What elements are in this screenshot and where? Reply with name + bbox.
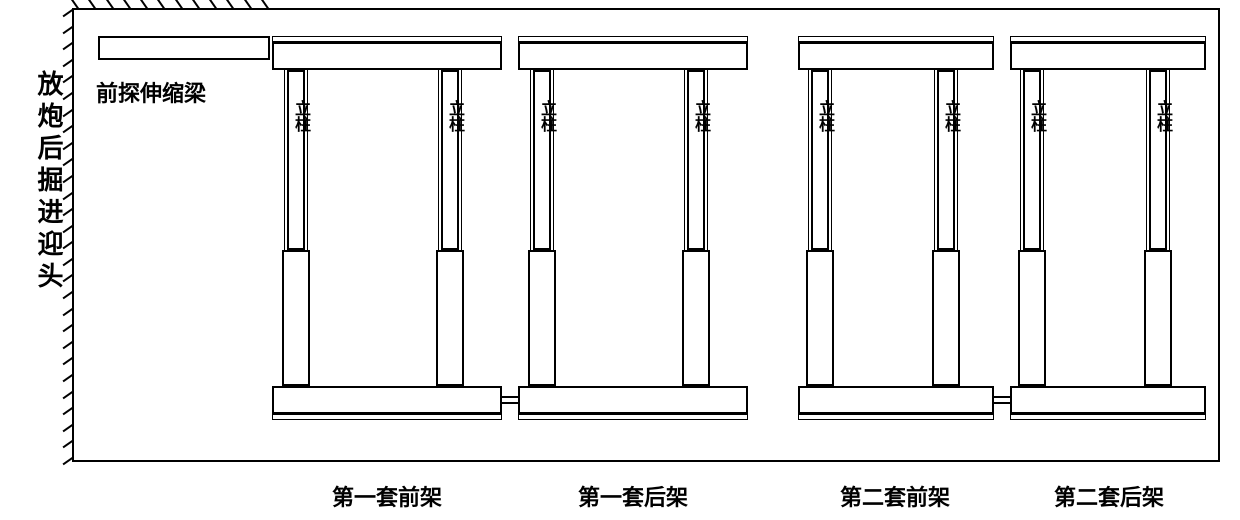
set1-front-col1-gl [438,70,441,250]
set1-front-bottom-label: 第一套前架 [272,480,502,512]
set1-front-col0-gr [305,70,308,250]
set2-front-base-beam [798,386,994,414]
set1-front-col0-lower [282,250,310,386]
set2-rear-col0-lower [1018,250,1046,386]
set2-front-col0-gr [829,70,832,250]
set2-front-col1-lower [932,250,960,386]
set2-rear-bottom-label: 第二套后架 [1004,480,1214,512]
set2-rear-base-strip [1010,414,1206,420]
set1-rear-col1-gr [705,70,708,250]
set2-link-bot [994,402,1010,404]
extension-beam-label: 前探伸缩梁 [96,76,206,108]
set2-link-top [994,396,1010,398]
set1-rear-base-beam [518,386,748,414]
set2-rear-col1-gl [1146,70,1149,250]
set1-front-col1-lower [436,250,464,386]
set1-rear-top-beam [518,42,748,70]
set1-rear-col1-label: 立柱 [688,100,712,132]
set1-rear-col1-upper [687,70,705,250]
set1-front-top-beam [272,42,502,70]
set2-rear-col0-label: 立柱 [1024,100,1048,132]
set2-front-col0-lower [806,250,834,386]
set1-rear-col0-gr [551,70,554,250]
set1-rear-col0-gl [530,70,533,250]
set1-front-base-beam [272,386,502,414]
set2-front-base-strip [798,414,994,420]
set2-front-col1-upper [937,70,955,250]
set2-rear-col1-lower [1144,250,1172,386]
set1-rear-col0-upper [533,70,551,250]
set2-front-col1-label: 立柱 [938,100,962,132]
set1-rear-base-strip [518,414,748,420]
set2-front-col0-upper [811,70,829,250]
set2-rear-col1-upper [1149,70,1167,250]
extension-beam [98,36,270,60]
set2-front-col1-gl [934,70,937,250]
set1-front-col1-upper [441,70,459,250]
set1-link-bot [502,402,518,404]
set2-front-col0-gl [808,70,811,250]
set1-rear-col1-lower [682,250,710,386]
diagram-canvas: 放炮后掘进迎头前探伸缩梁立柱 立柱第一套前架 立柱 立柱第一套后架 立柱 立柱第二套前架 立… [0,0,1240,520]
set1-front-col1-label: 立柱 [442,100,466,132]
set2-rear-col0-gl [1020,70,1023,250]
set1-rear-col0-lower [528,250,556,386]
set2-rear-col0-gr [1041,70,1044,250]
set2-rear-base-beam [1010,386,1206,414]
set2-rear-col0-upper [1023,70,1041,250]
set2-rear-col1-gr [1167,70,1170,250]
set2-rear-top-beam [1010,42,1206,70]
set1-rear-col0-label: 立柱 [534,100,558,132]
set1-front-col1-gr [459,70,462,250]
set2-front-bottom-label: 第二套前架 [790,480,1000,512]
set1-front-col0-label: 立柱 [288,100,312,132]
set1-link-top [502,396,518,398]
set1-front-col0-gl [284,70,287,250]
set2-front-col1-gr [955,70,958,250]
set1-rear-col1-gl [684,70,687,250]
set1-front-col0-upper [287,70,305,250]
set1-front-base-strip [272,414,502,420]
set2-front-col0-label: 立柱 [812,100,836,132]
set1-rear-bottom-label: 第一套后架 [518,480,748,512]
set2-rear-col1-label: 立柱 [1150,100,1174,132]
set2-front-top-beam [798,42,994,70]
left-vertical-label: 放炮后掘进迎头 [30,70,67,294]
